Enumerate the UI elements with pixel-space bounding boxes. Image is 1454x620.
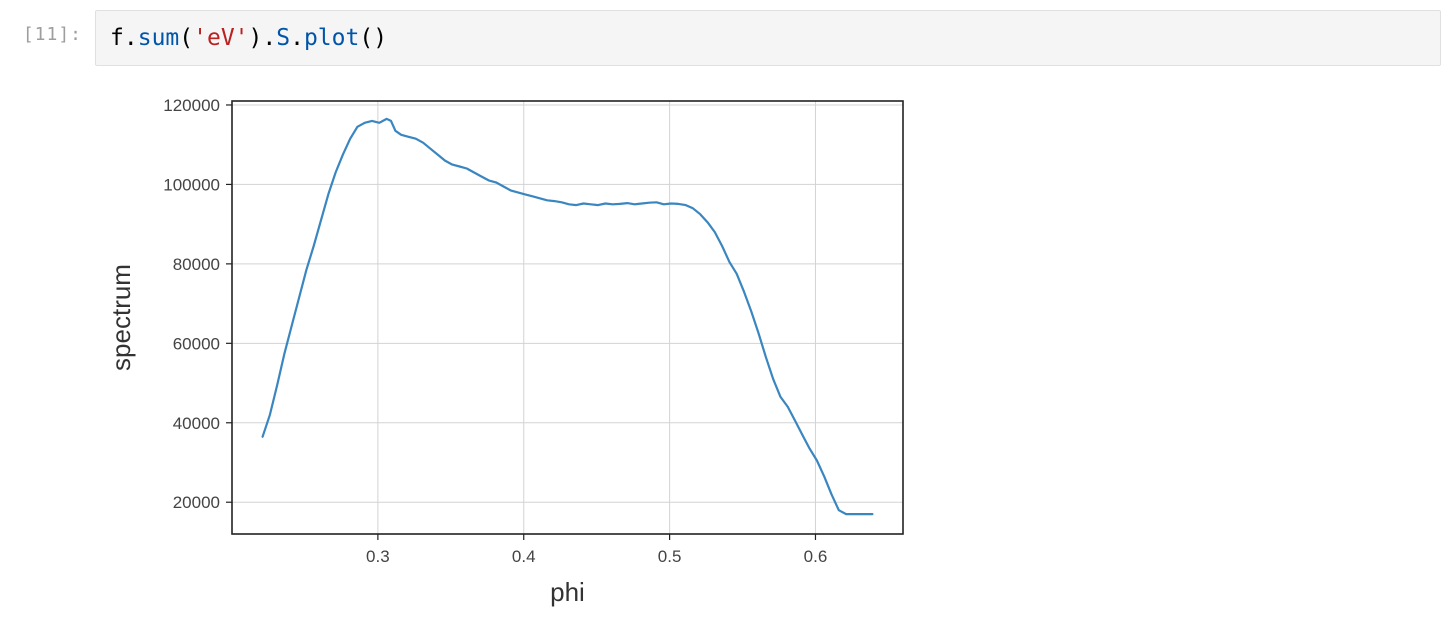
series-layer	[261, 117, 874, 516]
x-tick-label: 0.3	[366, 547, 390, 566]
x-tick-label: 0.4	[512, 547, 536, 566]
x-tick-label: 0.5	[658, 547, 682, 566]
code-cell-input[interactable]: f. sum('eV'). S. plot()	[95, 10, 1441, 66]
grid-layer	[232, 101, 903, 534]
code-dot: .	[290, 25, 304, 51]
code-dot: .	[262, 25, 277, 51]
y-tick-label: 80000	[173, 255, 220, 274]
code-call-parens: ()	[359, 25, 388, 51]
series-line	[261, 117, 874, 516]
y-tick-label: 40000	[173, 414, 220, 433]
code-paren-close: )	[248, 25, 263, 51]
code-accessor: S	[276, 25, 291, 51]
x-axis-label: phi	[550, 577, 585, 607]
code-string-arg: 'eV'	[193, 25, 249, 51]
code-method-plot: plot	[303, 25, 360, 51]
x-tick-label: 0.6	[804, 547, 828, 566]
y-tick-label: 20000	[173, 493, 220, 512]
cell-output: 0.3 0.4 0.5 0.6 20000 40000 60000 80000 100000 12…	[100, 84, 920, 614]
code-paren-open: (	[179, 25, 194, 51]
cell-prompt: [11]:	[22, 24, 82, 45]
y-tick-label: 120000	[163, 96, 220, 115]
code-dot: .	[123, 25, 138, 51]
tick-layer: 0.3 0.4 0.5 0.6 20000 40000 60000 80000 100000 12…	[163, 96, 827, 566]
plot-frame	[231, 100, 904, 535]
y-tick-label: 60000	[173, 334, 220, 353]
y-axis-label: spectrum	[106, 264, 136, 371]
line-chart: 0.3 0.4 0.5 0.6 20000 40000 60000 80000 100000 12…	[106, 96, 904, 607]
y-tick-label: 100000	[163, 175, 220, 194]
code-variable: f	[110, 25, 124, 51]
code-method-sum: sum	[137, 25, 180, 51]
